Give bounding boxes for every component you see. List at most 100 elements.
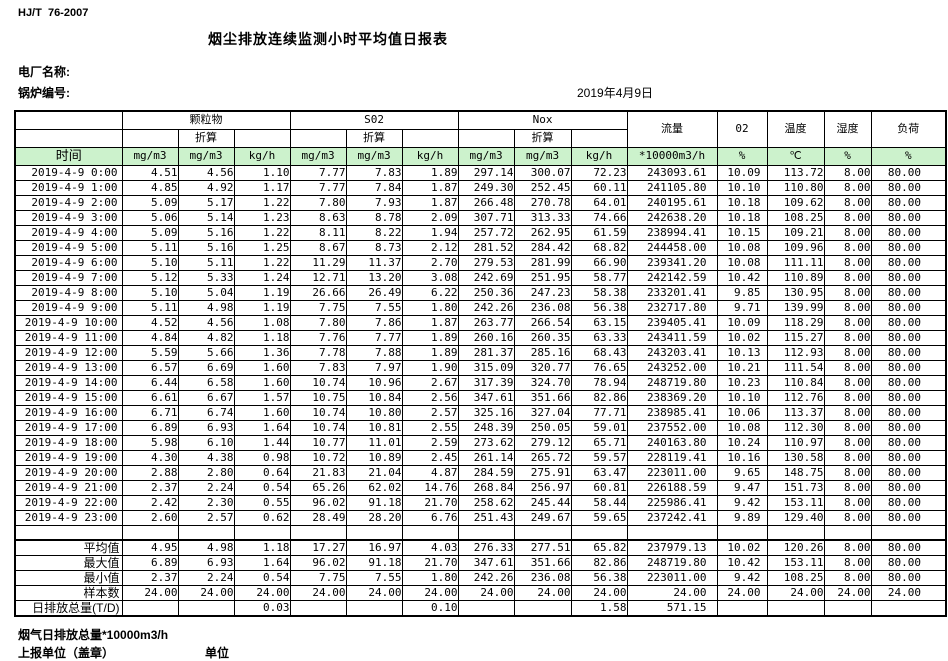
value-cell: 113.72	[766, 164, 825, 181]
report-date: 2019年4月9日	[577, 86, 654, 100]
value-cell: 68.82	[570, 239, 628, 256]
value-cell: 5.33	[177, 269, 235, 286]
row-time: 2019-4-9 2:00	[14, 194, 123, 211]
value-cell: 6.61	[121, 389, 179, 406]
summary-row-label: 日排放总量(T/D)	[14, 600, 123, 617]
value-cell: 4.38	[177, 449, 235, 466]
value-cell: 10.74	[289, 404, 347, 421]
value-cell: 24.00	[626, 585, 718, 601]
value-cell: 21.83	[289, 464, 347, 481]
row-time: 2019-4-9 12:00	[14, 344, 123, 361]
value-cell: 241105.80	[626, 179, 718, 196]
value-cell: 238369.20	[626, 389, 718, 406]
value-cell: 118.29	[766, 314, 825, 331]
value-cell: 61.59	[570, 224, 628, 241]
value-cell: 13.20	[345, 269, 403, 286]
empty-cell	[401, 128, 459, 148]
value-cell: 10.02	[716, 539, 768, 556]
table-row: 2019-4-9 12:00 5.59 5.66 1.36 7.78 7.88 1.89 28…	[14, 344, 947, 361]
value-cell: 5.04	[177, 284, 235, 301]
value-cell: 8.00	[823, 389, 872, 406]
value-cell: 2.55	[401, 419, 459, 436]
value-cell: 2.57	[401, 404, 459, 421]
value-cell: 6.89	[121, 419, 179, 436]
value-cell: 110.97	[766, 434, 825, 451]
value-cell: 284.59	[457, 464, 515, 481]
table-row: 2019-4-9 15:00 6.61 6.67 1.57 10.75 10.84 2.56…	[14, 389, 947, 406]
value-cell: 65.26	[289, 479, 347, 496]
table-row: 2019-4-9 11:00 4.84 4.82 1.18 7.76 7.77 1.89 26…	[14, 329, 947, 346]
value-cell: 273.62	[457, 434, 515, 451]
unit-cell: mg/m3	[457, 146, 515, 166]
value-cell	[513, 524, 572, 541]
table-row: 2019-4-9 10:00 4.52 4.56 1.08 7.80 7.86 1.87 26…	[14, 314, 947, 331]
row-time: 2019-4-9 10:00	[14, 314, 123, 331]
pm-group-header: 颗粒物	[121, 110, 291, 130]
row-time: 2019-4-9 15:00	[14, 389, 123, 406]
value-cell: 11.29	[289, 254, 347, 271]
value-cell: 8.00	[823, 164, 872, 181]
value-cell: 1.44	[233, 434, 291, 451]
value-cell: 108.25	[766, 570, 825, 586]
value-cell: 1.90	[401, 359, 459, 376]
value-cell: 6.58	[177, 374, 235, 391]
value-cell: 129.40	[766, 509, 825, 526]
unit-cell: mg/m3	[121, 146, 179, 166]
standard-code: HJ/T 76-2007	[18, 7, 89, 19]
value-cell: 0.54	[233, 570, 291, 586]
value-cell: 110.89	[766, 269, 825, 286]
value-cell: 10.72	[289, 449, 347, 466]
value-cell	[570, 524, 628, 541]
value-cell: 571.15	[626, 600, 718, 617]
value-cell: 0.03	[233, 600, 291, 617]
value-cell: 111.54	[766, 359, 825, 376]
value-cell: 249.30	[457, 179, 515, 196]
value-cell: 80.00	[870, 464, 947, 481]
value-cell: 10.15	[716, 224, 768, 241]
value-cell: 153.11	[766, 494, 825, 511]
value-cell: 4.85	[121, 179, 179, 196]
value-cell: 26.66	[289, 284, 347, 301]
value-cell: 2.56	[401, 389, 459, 406]
value-cell: 4.92	[177, 179, 235, 196]
value-cell: 7.88	[345, 344, 403, 361]
value-cell: 8.11	[289, 224, 347, 241]
value-cell: 24.00	[177, 585, 235, 601]
unit-cell: kg/h	[570, 146, 628, 166]
value-cell: 0.64	[233, 464, 291, 481]
value-cell: 80.00	[870, 389, 947, 406]
value-cell: 65.71	[570, 434, 628, 451]
unit-cell: %	[870, 146, 947, 166]
value-cell: 265.72	[513, 449, 572, 466]
value-cell: 0.62	[233, 509, 291, 526]
value-cell: 8.00	[823, 555, 872, 571]
value-cell: 8.00	[823, 209, 872, 226]
value-cell: 10.09	[716, 164, 768, 181]
value-cell: 242142.59	[626, 269, 718, 286]
value-cell: 2.24	[177, 570, 235, 586]
value-cell: 112.93	[766, 344, 825, 361]
value-cell: 10.08	[716, 254, 768, 271]
value-cell: 8.00	[823, 570, 872, 586]
value-cell: 245.44	[513, 494, 572, 511]
value-cell: 1.89	[401, 164, 459, 181]
value-cell: 80.00	[870, 539, 947, 556]
flue-gas-daily-total-label: 烟气日排放总量*10000m3/h	[18, 628, 169, 642]
value-cell: 21.70	[401, 555, 459, 571]
value-cell: 6.74	[177, 404, 235, 421]
boiler-number-label: 锅炉编号:	[18, 86, 70, 100]
table-row: 2019-4-9 21:00 2.37 2.24 0.54 65.26 62.02 14.7…	[14, 479, 947, 496]
value-cell	[177, 524, 235, 541]
table-row: 2019-4-9 6:00 5.10 5.11 1.22 11.29 11.37 2.70 2…	[14, 254, 947, 271]
value-cell: 1.60	[233, 374, 291, 391]
value-cell: 80.00	[870, 284, 947, 301]
value-cell: 2.12	[401, 239, 459, 256]
value-cell: 110.84	[766, 374, 825, 391]
value-cell: 10.75	[289, 389, 347, 406]
value-cell: 1.87	[401, 314, 459, 331]
row-time: 2019-4-9 19:00	[14, 449, 123, 466]
row-time: 2019-4-9 9:00	[14, 299, 123, 316]
value-cell: 21.04	[345, 464, 403, 481]
row-time: 2019-4-9 7:00	[14, 269, 123, 286]
unit-cell: mg/m3	[177, 146, 235, 166]
